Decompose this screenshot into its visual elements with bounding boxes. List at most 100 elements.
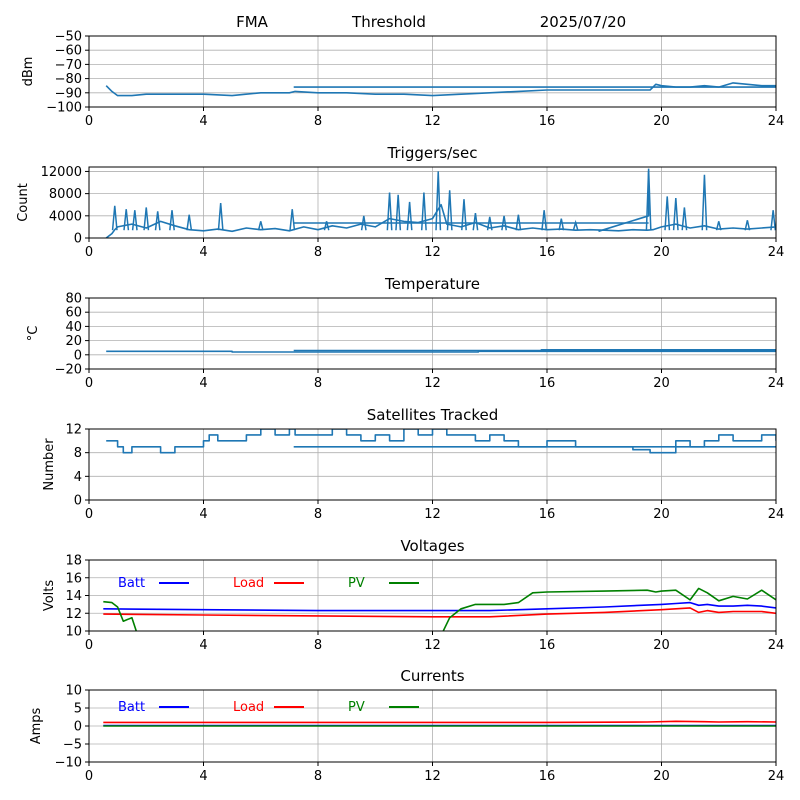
temperature-title: Temperature — [384, 275, 480, 293]
temperature-xtick-label: 16 — [539, 376, 556, 391]
triggers-spike — [111, 205, 118, 231]
temperature-ytick-label: −20 — [55, 363, 82, 378]
triggers-spike — [154, 211, 161, 231]
satellites-ytick-label: 12 — [65, 423, 82, 438]
currents-legend-label-pv: PV — [348, 700, 365, 715]
triggers-xtick-label: 20 — [653, 245, 670, 260]
triggers-spike — [744, 220, 751, 231]
currents-legend-label-load: Load — [233, 700, 264, 715]
voltages-xtick-label: 8 — [314, 638, 322, 653]
voltages-xtick-label: 4 — [199, 638, 207, 653]
voltages-ytick-label: 12 — [65, 607, 82, 622]
voltages-ytick-label: 10 — [65, 625, 82, 640]
satellites-xtick-label: 24 — [768, 507, 785, 522]
currents-xtick-label: 20 — [653, 769, 670, 784]
satellites-ytick-label: 8 — [74, 446, 82, 461]
triggers-spike — [360, 215, 367, 231]
voltages-legend-label-batt: Batt — [118, 576, 145, 591]
triggers-spike — [446, 190, 453, 231]
voltages-series-line-load — [103, 607, 776, 618]
satellites-ylabel: Number — [42, 438, 57, 491]
header-mode: Threshold — [351, 13, 426, 31]
currents-ylabel: Amps — [29, 707, 44, 744]
satellites-xtick-label: 20 — [653, 507, 670, 522]
triggers-ylabel: Count — [16, 183, 31, 222]
currents-ytick-label: 5 — [74, 702, 82, 717]
currents-xtick-label: 12 — [424, 769, 441, 784]
temperature-series-line-1 — [293, 349, 776, 352]
triggers-spike — [486, 216, 493, 231]
satellites-xtick-label: 16 — [539, 507, 556, 522]
voltages-ytick-label: 14 — [65, 589, 82, 604]
satellites-ytick-label: 0 — [74, 494, 82, 509]
voltages-ylabel: Volts — [42, 580, 57, 612]
temperature-xtick-label: 8 — [314, 376, 322, 391]
currents-xtick-label: 4 — [199, 769, 207, 784]
satellites-xtick-label: 8 — [314, 507, 322, 522]
signal-ytick-label: −90 — [55, 86, 82, 101]
voltages-ytick-label: 18 — [65, 554, 82, 569]
triggers-spike — [186, 214, 193, 231]
triggers-spike — [143, 207, 150, 231]
voltages-xtick-label: 16 — [539, 638, 556, 653]
triggers-spike — [645, 168, 652, 231]
signal-ytick-label: −100 — [46, 101, 82, 116]
signal-series-group — [105, 82, 776, 97]
temperature-ytick-label: 60 — [65, 306, 82, 321]
satellites-series-line-0 — [106, 429, 776, 454]
voltages-xtick-label: 20 — [653, 638, 670, 653]
triggers-ytick-label: 0 — [74, 232, 82, 247]
triggers-spike — [123, 209, 130, 231]
currents-xtick-label: 24 — [768, 769, 785, 784]
signal-xtick-label: 24 — [768, 114, 785, 129]
currents-xtick-label: 16 — [539, 769, 556, 784]
temperature-series-line-0 — [106, 350, 776, 353]
signal-ytick-label: −50 — [55, 30, 82, 45]
currents-xtick-label: 8 — [314, 769, 322, 784]
signal-ytick-label: −80 — [55, 72, 82, 87]
signal-xtick-label: 20 — [653, 114, 670, 129]
signal-xtick-label: 4 — [199, 114, 207, 129]
triggers-spike — [386, 192, 393, 231]
triggers-spike — [681, 207, 688, 231]
temperature-series-group — [106, 349, 776, 353]
temperature-xtick-label: 12 — [424, 376, 441, 391]
voltages-xtick-label: 0 — [85, 638, 93, 653]
triggers-spike — [406, 201, 413, 231]
currents-ytick-label: −10 — [55, 756, 82, 771]
temperature-ylabel: °C — [26, 326, 41, 342]
temperature-xtick-label: 24 — [768, 376, 785, 391]
triggers-spike — [572, 219, 579, 231]
voltages-title: Voltages — [400, 537, 464, 555]
triggers-spike — [257, 221, 264, 231]
satellites-chart: 0 4 8 12 16 20 24 0 4 8 12 Number Satellites Tracked — [42, 406, 784, 522]
triggers-ytick-label: 4000 — [49, 209, 82, 224]
triggers-spike — [420, 192, 427, 231]
currents-ytick-label: 10 — [65, 684, 82, 699]
triggers-spike — [770, 210, 776, 231]
temperature-xtick-label: 20 — [653, 376, 670, 391]
triggers-xtick-label: 16 — [539, 245, 556, 260]
triggers-spike — [701, 174, 708, 231]
voltages-legend-label-pv: PV — [348, 576, 365, 591]
currents-ytick-label: −5 — [63, 738, 82, 753]
triggers-xtick-label: 8 — [314, 245, 322, 260]
satellites-xtick-label: 12 — [424, 507, 441, 522]
voltages-xtick-label: 12 — [424, 638, 441, 653]
temperature-ytick-label: 40 — [65, 320, 82, 335]
triggers-spike — [472, 212, 479, 231]
triggers-xtick-label: 0 — [85, 245, 93, 260]
satellites-xtick-label: 0 — [85, 507, 93, 522]
temperature-ytick-label: 80 — [65, 292, 82, 307]
triggers-spike — [323, 221, 330, 231]
voltages-series-line-pv — [103, 587, 776, 631]
triggers-xtick-label: 12 — [424, 245, 441, 260]
header-date: 2025/07/20 — [540, 13, 626, 31]
triggers-xtick-label: 4 — [199, 245, 207, 260]
satellites-series-group — [106, 429, 776, 454]
voltages-ytick-label: 16 — [65, 571, 82, 586]
currents-series-line-load — [103, 720, 776, 724]
